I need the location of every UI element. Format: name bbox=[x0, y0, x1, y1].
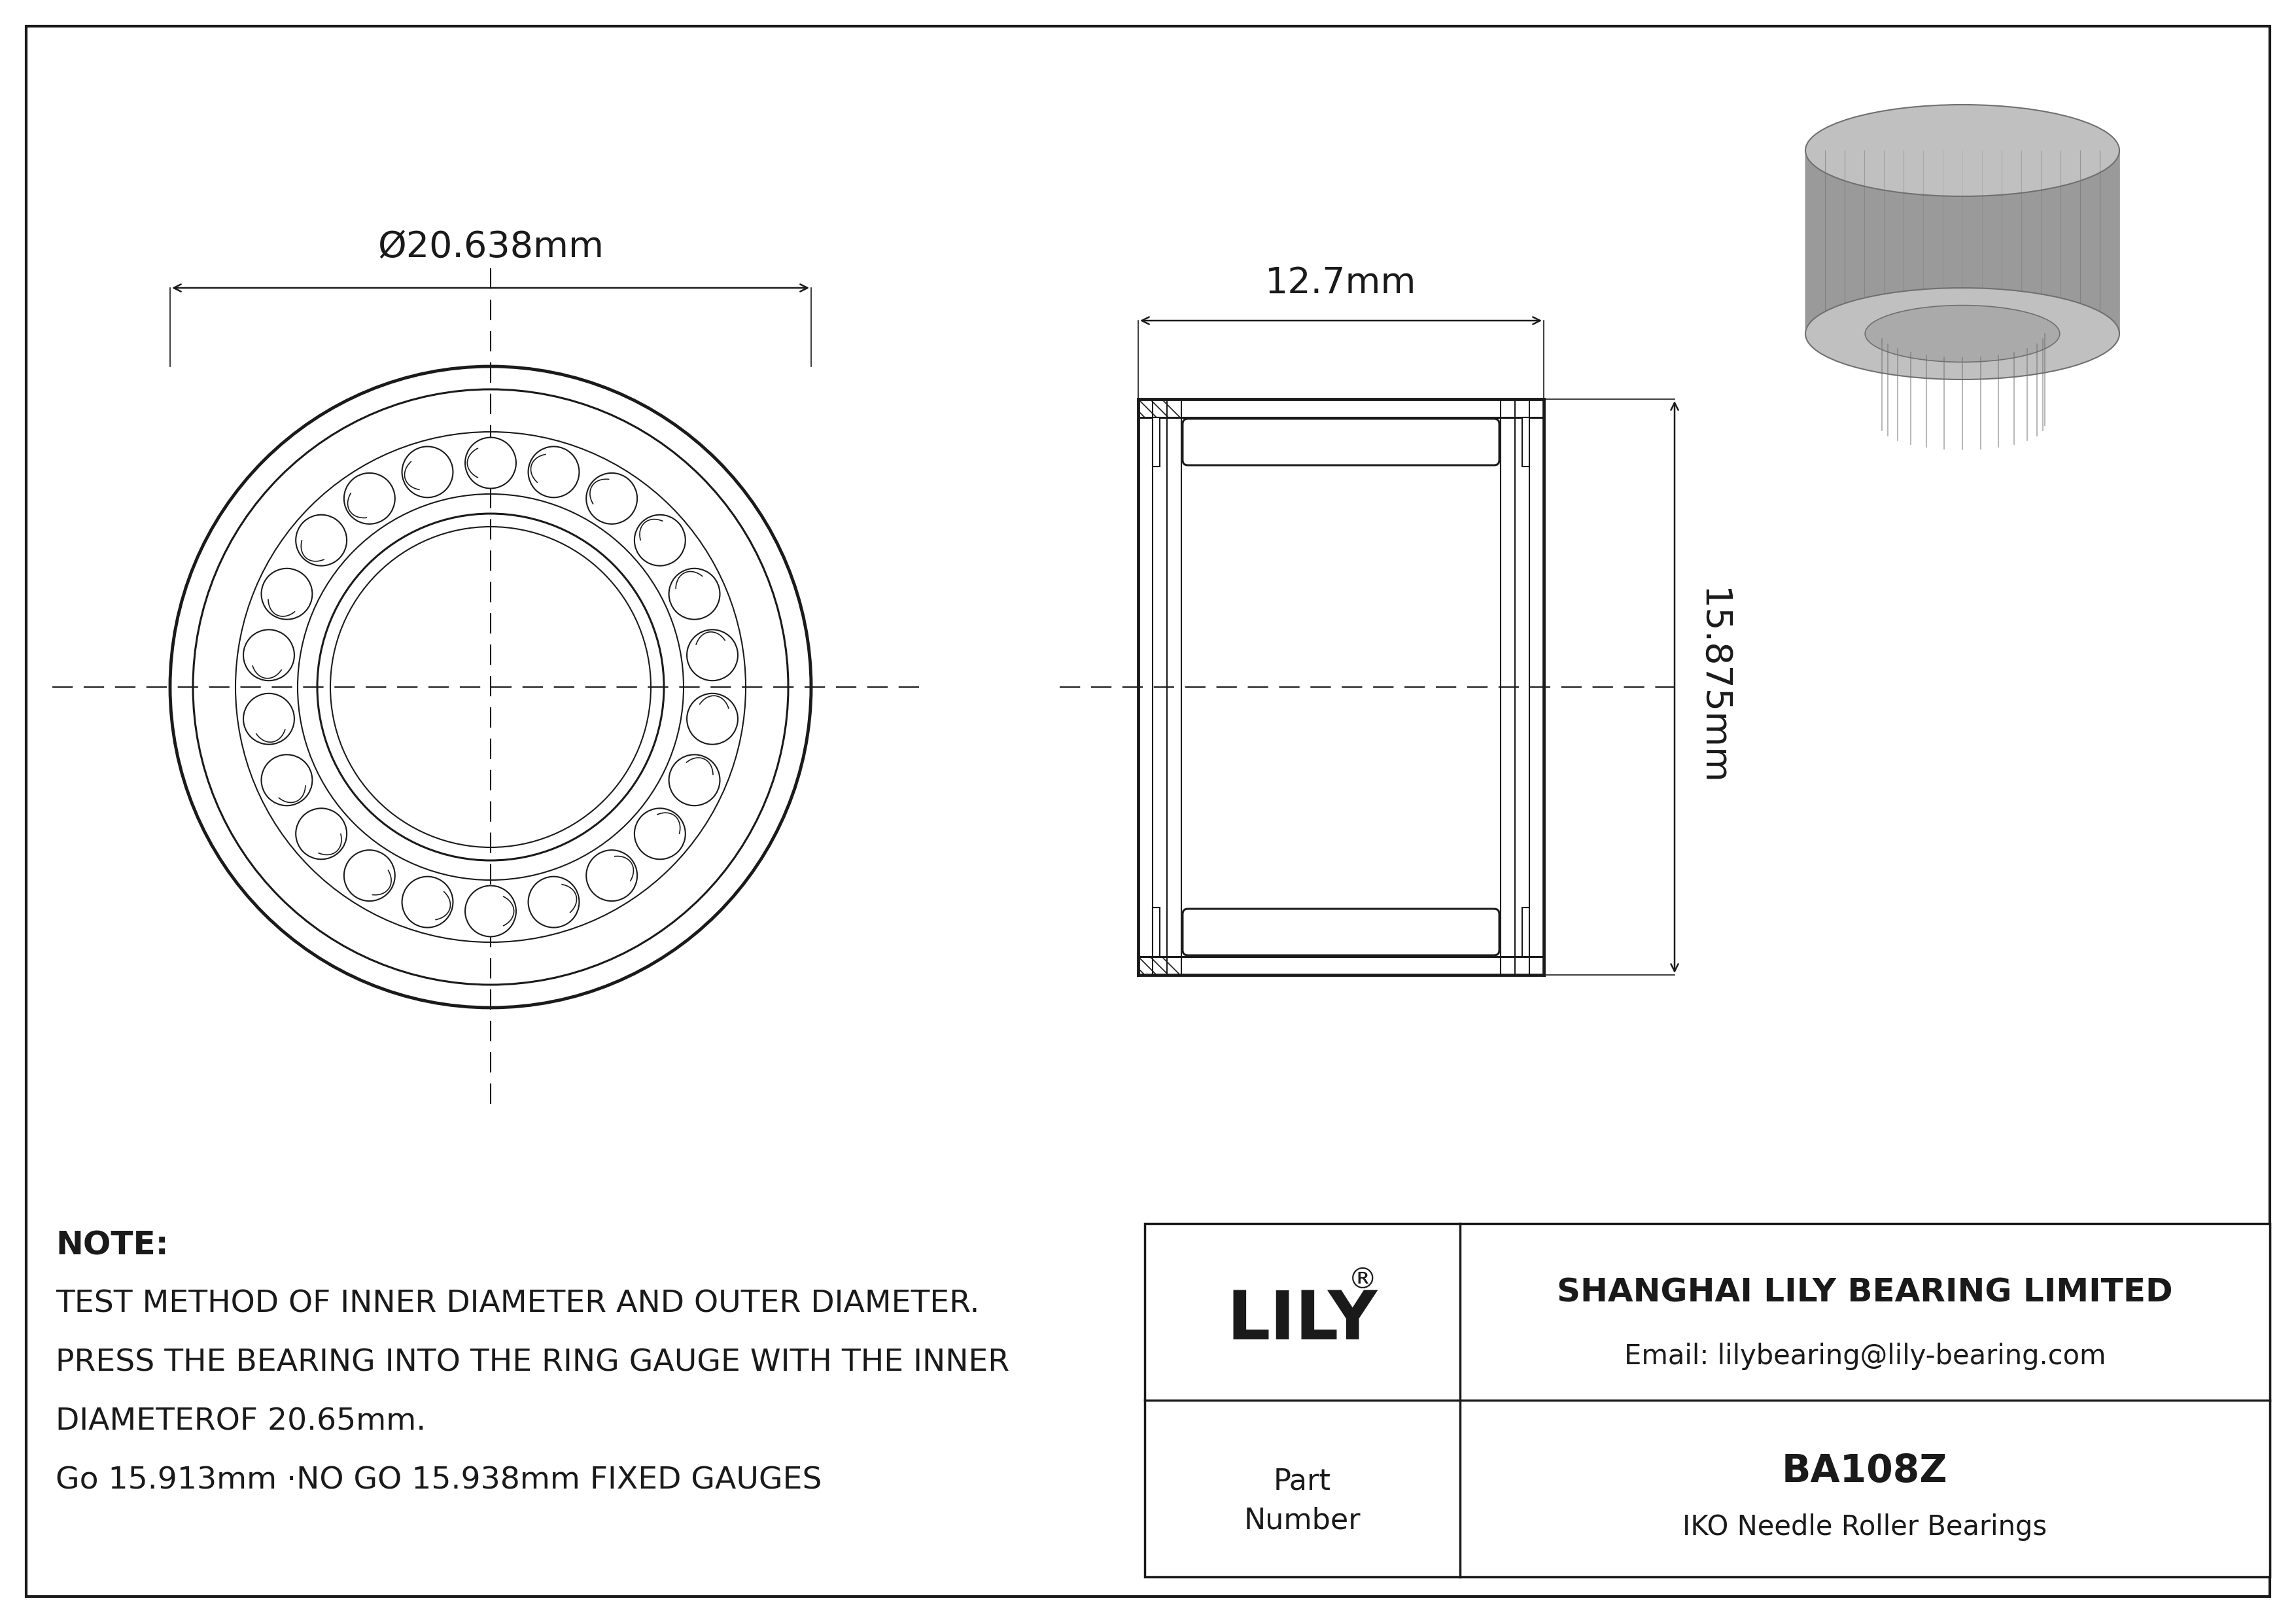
Circle shape bbox=[243, 630, 294, 680]
FancyBboxPatch shape bbox=[1182, 909, 1499, 955]
Text: BA108Z: BA108Z bbox=[1782, 1452, 1947, 1489]
Circle shape bbox=[466, 885, 517, 937]
Circle shape bbox=[296, 809, 347, 859]
FancyBboxPatch shape bbox=[1182, 419, 1499, 464]
Bar bbox=[1522, 908, 1529, 957]
Ellipse shape bbox=[1805, 287, 2119, 380]
Text: TEST METHOD OF INNER DIAMETER AND OUTER DIAMETER.: TEST METHOD OF INNER DIAMETER AND OUTER … bbox=[55, 1289, 980, 1319]
Circle shape bbox=[585, 849, 638, 901]
Text: Ø20.638mm: Ø20.638mm bbox=[377, 229, 604, 265]
Circle shape bbox=[344, 849, 395, 901]
Ellipse shape bbox=[1864, 305, 2060, 362]
Text: Go 15.913mm ·NO GO 15.938mm FIXED GAUGES: Go 15.913mm ·NO GO 15.938mm FIXED GAUGES bbox=[55, 1465, 822, 1496]
Circle shape bbox=[528, 447, 579, 497]
Text: ®: ® bbox=[1348, 1267, 1378, 1294]
Circle shape bbox=[262, 568, 312, 619]
Text: 15.875mm: 15.875mm bbox=[1694, 588, 1729, 786]
Text: Email: lilybearing@lily-bearing.com: Email: lilybearing@lily-bearing.com bbox=[1623, 1343, 2105, 1369]
Text: NOTE:: NOTE: bbox=[55, 1229, 168, 1262]
Text: PRESS THE BEARING INTO THE RING GAUGE WITH THE INNER: PRESS THE BEARING INTO THE RING GAUGE WI… bbox=[55, 1348, 1010, 1377]
Circle shape bbox=[296, 515, 347, 565]
Ellipse shape bbox=[1805, 104, 2119, 197]
Circle shape bbox=[687, 693, 737, 744]
Text: DIAMETEROF 20.65mm.: DIAMETEROF 20.65mm. bbox=[55, 1406, 427, 1436]
Polygon shape bbox=[1805, 151, 2119, 333]
Text: Number: Number bbox=[1244, 1507, 1362, 1535]
Text: IKO Needle Roller Bearings: IKO Needle Roller Bearings bbox=[1683, 1514, 2048, 1541]
Circle shape bbox=[634, 515, 687, 565]
Text: SHANGHAI LILY BEARING LIMITED: SHANGHAI LILY BEARING LIMITED bbox=[1557, 1276, 2172, 1309]
Circle shape bbox=[402, 877, 452, 927]
Circle shape bbox=[466, 437, 517, 489]
Circle shape bbox=[668, 755, 721, 806]
Bar bbox=[1522, 417, 1529, 466]
Circle shape bbox=[344, 473, 395, 525]
Text: Part: Part bbox=[1274, 1468, 1332, 1496]
Circle shape bbox=[262, 755, 312, 806]
Circle shape bbox=[687, 630, 737, 680]
Circle shape bbox=[585, 473, 638, 525]
Circle shape bbox=[243, 693, 294, 744]
Text: 12.7mm: 12.7mm bbox=[1265, 266, 1417, 300]
Text: LILY: LILY bbox=[1226, 1288, 1378, 1354]
Bar bbox=[1146, 1223, 2271, 1577]
Bar bbox=[1153, 417, 1159, 466]
Bar bbox=[1153, 908, 1159, 957]
Circle shape bbox=[528, 877, 579, 927]
Circle shape bbox=[668, 568, 721, 619]
Circle shape bbox=[402, 447, 452, 497]
Circle shape bbox=[634, 809, 687, 859]
